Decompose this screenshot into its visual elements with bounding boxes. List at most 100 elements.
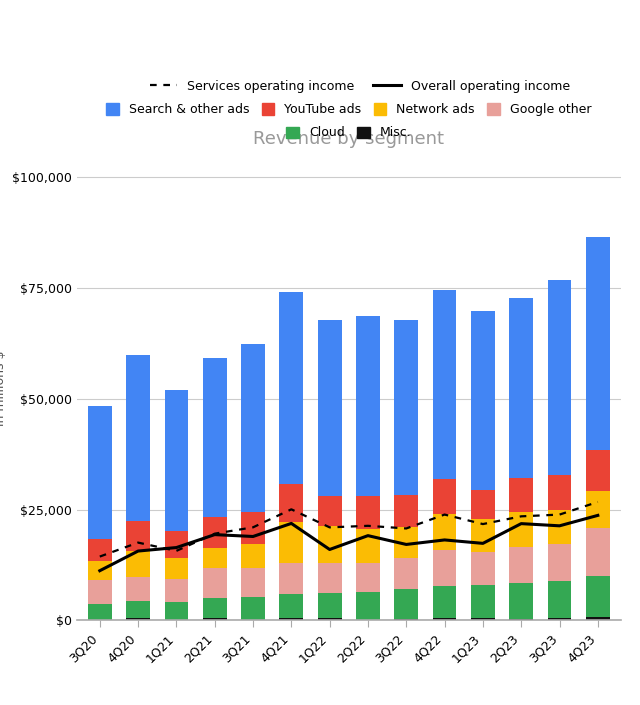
Bar [509,513,533,547]
Overall operating income [287,519,295,527]
Bar [548,544,572,581]
Bar [471,311,495,489]
Bar [126,618,150,620]
Services operating income [96,552,104,560]
Services operating income [441,510,449,519]
Bar [280,618,303,620]
Bar [471,618,495,620]
Bar [356,592,380,620]
Bar [509,619,533,620]
Bar [318,320,342,496]
Legend: Cloud, Misc.: Cloud, Misc. [286,126,412,140]
Bar [548,581,572,618]
Overall operating income [173,544,180,552]
Bar [433,479,456,514]
Overall operating income [211,530,218,539]
Bar [433,586,456,618]
Overall operating income [556,522,563,530]
Bar [203,548,227,568]
Bar [548,280,572,475]
Bar [203,568,227,598]
Bar [548,618,572,620]
Bar [241,344,265,512]
Services operating income [173,546,180,555]
Bar [394,619,418,620]
Title: Revenue by segment: Revenue by segment [253,130,444,148]
Overall operating income [326,545,333,553]
Bar [394,527,418,558]
Bar [394,496,418,527]
Y-axis label: in millions $: in millions $ [0,350,6,426]
Bar [318,593,342,618]
Services operating income [556,510,563,519]
Services operating income [517,512,525,520]
Bar [126,601,150,618]
Bar [394,558,418,589]
Bar [548,510,572,544]
Bar [548,475,572,510]
Bar [318,563,342,593]
Bar [471,553,495,585]
Bar [280,484,303,522]
Overall operating income [96,567,104,575]
Services operating income [403,525,410,533]
Bar [203,618,227,620]
Services operating income [134,539,142,547]
Bar [586,450,610,491]
Services operating income [479,520,487,528]
Bar [586,528,610,576]
Bar [241,597,265,620]
Bar [356,316,380,496]
Bar [471,585,495,618]
Bar [394,320,418,496]
Bar [203,517,227,548]
Bar [509,547,533,583]
Bar [88,580,111,604]
Services operating income [287,505,295,513]
Bar [126,520,150,551]
Overall operating income [403,540,410,548]
Bar [433,514,456,550]
Bar [88,539,111,561]
Bar [471,489,495,519]
Bar [586,576,610,617]
Overall operating income [594,511,602,520]
Overall operating income [134,547,142,556]
Bar [164,531,188,558]
Bar [241,544,265,568]
Services operating income [211,529,218,538]
Bar [203,598,227,618]
Bar [88,604,111,620]
Overall operating income [441,536,449,544]
Bar [509,479,533,513]
Bar [280,594,303,618]
Bar [88,561,111,580]
Bar [318,496,342,527]
Bar [280,563,303,594]
Bar [586,617,610,620]
Bar [280,292,303,484]
Line: Overall operating income: Overall operating income [100,515,598,571]
Bar [203,358,227,517]
Bar [164,390,188,531]
Bar [586,238,610,450]
Overall operating income [249,532,257,541]
Bar [433,550,456,586]
Bar [356,496,380,529]
Bar [280,522,303,563]
Bar [241,512,265,544]
Bar [126,577,150,601]
Bar [318,618,342,620]
Bar [356,529,380,563]
Bar [509,583,533,619]
Overall operating income [364,532,372,540]
Bar [509,298,533,479]
Overall operating income [479,539,487,548]
Bar [433,618,456,620]
Bar [126,551,150,577]
Services operating income [249,523,257,532]
Services operating income [364,522,372,530]
Bar [164,601,188,620]
Bar [126,355,150,520]
Bar [586,491,610,528]
